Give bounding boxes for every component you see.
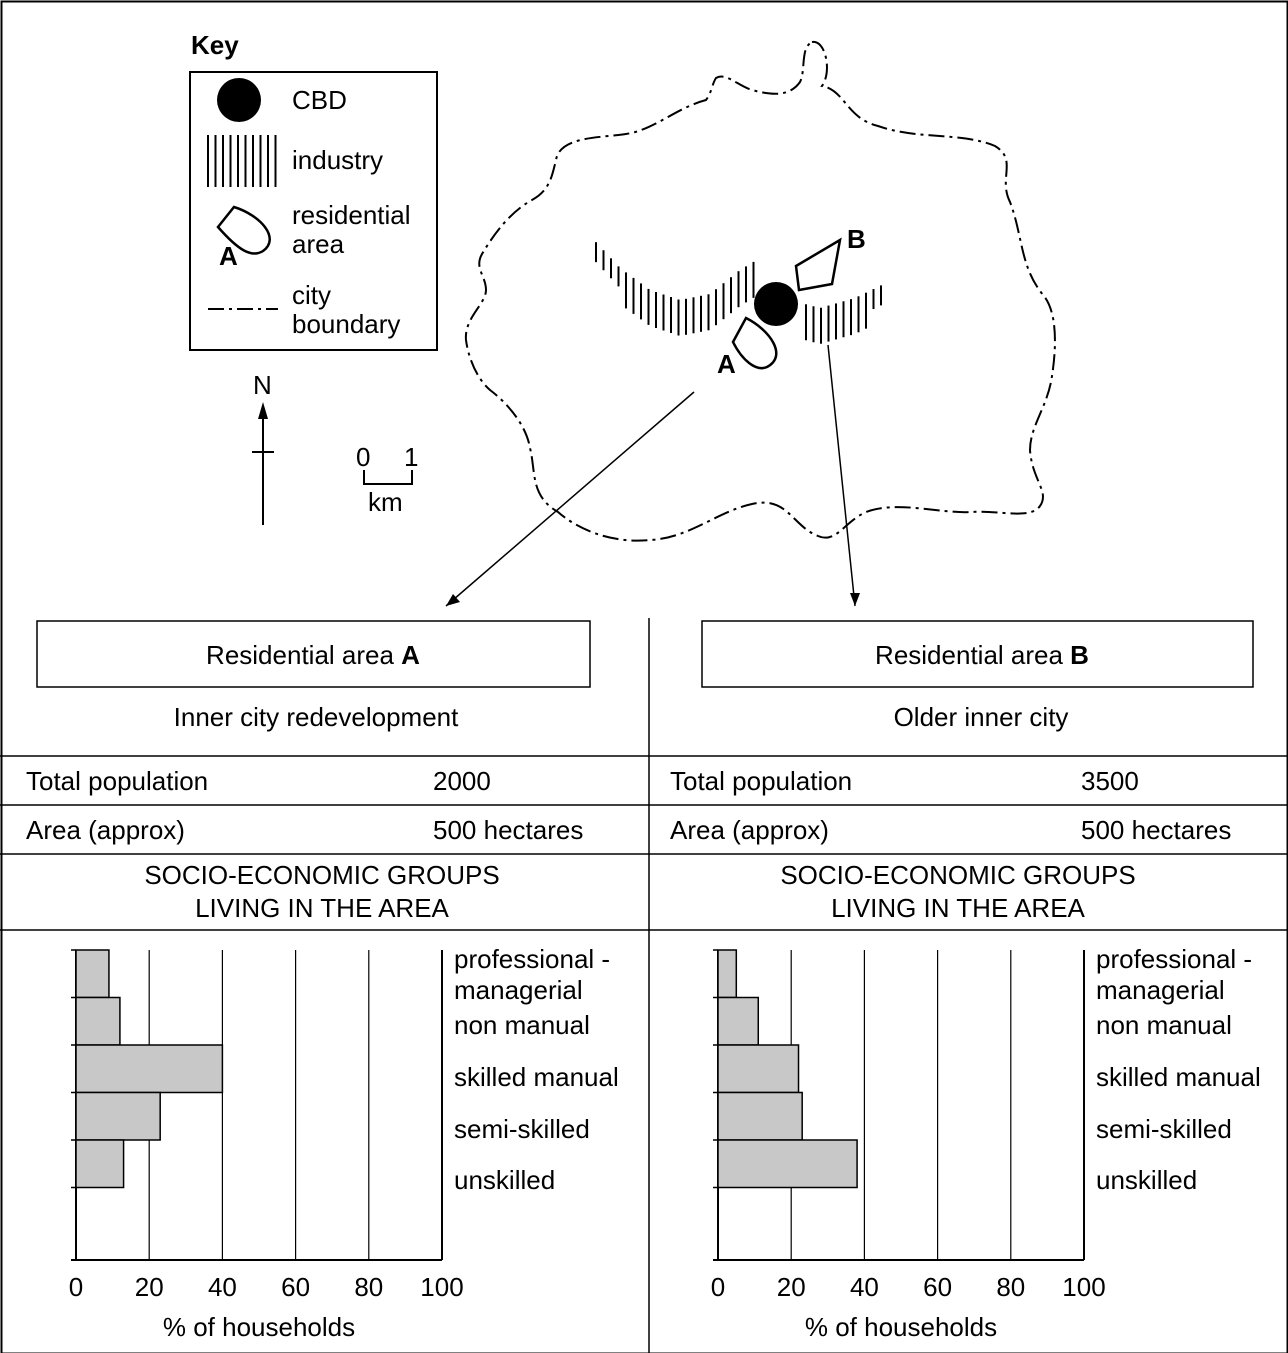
bar xyxy=(717,1139,858,1189)
map-label-a: A xyxy=(717,349,736,379)
bar xyxy=(75,1139,125,1189)
category-label: non manual xyxy=(454,1010,590,1040)
key-label-area: area xyxy=(292,229,345,259)
tick-label: 20 xyxy=(135,1272,164,1302)
north-label: N xyxy=(253,370,272,400)
tick-label: 0 xyxy=(711,1272,725,1302)
scale-end: 1 xyxy=(404,442,418,472)
category-label: unskilled xyxy=(454,1165,555,1195)
bar xyxy=(717,996,760,1046)
category-label: semi-skilled xyxy=(1096,1114,1232,1144)
key-label-cbd: CBD xyxy=(292,85,347,115)
panel-a-population-label: Total population xyxy=(26,766,208,796)
category-label: non manual xyxy=(1096,1010,1232,1040)
category-label: unskilled xyxy=(1096,1165,1197,1195)
category-label: skilled manual xyxy=(1096,1062,1261,1092)
arrowhead-icon xyxy=(446,594,460,606)
tick-label: 40 xyxy=(208,1272,237,1302)
cbd-icon xyxy=(217,78,261,122)
category-label: managerial xyxy=(454,975,583,1005)
city-boundary xyxy=(464,41,1056,542)
panel-a-title-box xyxy=(36,620,591,688)
panel-b-population-value: 3500 xyxy=(1081,766,1139,796)
panel-b-area-label: Area (approx) xyxy=(670,815,829,845)
residential-area-b xyxy=(794,237,842,292)
bar xyxy=(75,1091,161,1141)
panel-b-subtitle: Older inner city xyxy=(894,702,1069,732)
tick-label: 80 xyxy=(996,1272,1025,1302)
panel-a: Residential area A Inner city redevelopm… xyxy=(26,620,619,1342)
map: A B xyxy=(445,41,1056,607)
panel-b-population-label: Total population xyxy=(670,766,852,796)
panel-b-groups-heading-2: LIVING IN THE AREA xyxy=(831,893,1085,923)
key-box xyxy=(189,71,438,351)
scale-start: 0 xyxy=(356,442,370,472)
scale-unit: km xyxy=(368,487,403,517)
key-marker-a: A xyxy=(219,241,238,271)
panel-a-groups-heading-2: LIVING IN THE AREA xyxy=(195,893,449,923)
panel-a-subtitle: Inner city redevelopment xyxy=(174,702,459,732)
arrowhead-icon xyxy=(850,593,860,606)
bar xyxy=(717,1091,803,1141)
bar xyxy=(75,949,110,999)
industry-icon xyxy=(207,135,277,187)
bar xyxy=(75,1044,224,1094)
x-axis-label: % of households xyxy=(805,1312,997,1342)
tick-label: 100 xyxy=(1062,1272,1105,1302)
panel-b-chart: 0 20 40 60 80 100 % of households professional … xyxy=(711,944,1261,1342)
tick-label: 100 xyxy=(420,1272,463,1302)
map-label-b: B xyxy=(847,224,866,254)
panel-b-groups-heading-1: SOCIO-ECONOMIC GROUPS xyxy=(780,860,1135,890)
panel-a-population-value: 2000 xyxy=(433,766,491,796)
panel-b-area-value: 500 hectares xyxy=(1081,815,1231,845)
panel-frame xyxy=(0,618,1288,1353)
north-arrow-icon: N xyxy=(252,370,274,525)
category-label: professional - xyxy=(1096,944,1252,974)
panel-a-chart: 0 20 40 60 80 100 % of households professional … xyxy=(69,944,619,1342)
key: Key CBD industry A residential area city… xyxy=(189,30,438,351)
key-title: Key xyxy=(191,30,239,60)
tick-label: 80 xyxy=(354,1272,383,1302)
panel-a-area-label: Area (approx) xyxy=(26,815,185,845)
industry-zone xyxy=(595,242,882,344)
panel-a-title: Residential area A xyxy=(206,640,420,670)
tick-label: 60 xyxy=(281,1272,310,1302)
tick-label: 0 xyxy=(69,1272,83,1302)
key-label-industry: industry xyxy=(292,145,383,175)
panel-b-title: Residential area B xyxy=(875,640,1089,670)
key-label-city: city xyxy=(292,280,331,310)
tick-label: 20 xyxy=(777,1272,806,1302)
panel-b-title-box xyxy=(701,620,1254,688)
tick-label: 60 xyxy=(923,1272,952,1302)
panel-b: Residential area B Older inner city Tota… xyxy=(670,620,1261,1342)
tick-label: 40 xyxy=(850,1272,879,1302)
category-label: managerial xyxy=(1096,975,1225,1005)
x-axis-label: % of households xyxy=(163,1312,355,1342)
category-label: skilled manual xyxy=(454,1062,619,1092)
category-label: professional - xyxy=(454,944,610,974)
panel-a-area-value: 500 hectares xyxy=(433,815,583,845)
scale-bar: 0 1 km xyxy=(356,442,418,517)
key-label-boundary: boundary xyxy=(292,309,400,339)
residential-area-icon xyxy=(216,205,271,255)
category-label: semi-skilled xyxy=(454,1114,590,1144)
cbd-marker xyxy=(754,282,798,326)
residential-area-a xyxy=(731,316,778,370)
bar xyxy=(717,949,738,999)
panel-a-groups-heading-1: SOCIO-ECONOMIC GROUPS xyxy=(144,860,499,890)
key-label-residential: residential xyxy=(292,200,411,230)
bar xyxy=(717,1044,800,1094)
bar xyxy=(75,996,121,1046)
